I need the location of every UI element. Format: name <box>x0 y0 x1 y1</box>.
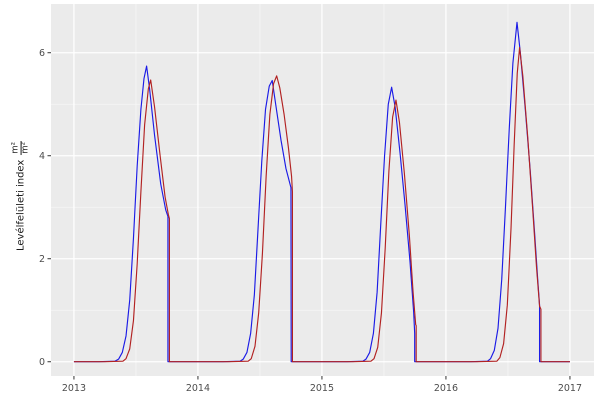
x-tick-label: 2017 <box>558 383 582 394</box>
x-tick-label: 2013 <box>62 383 86 394</box>
y-axis-unit-denominator: m² <box>20 141 31 154</box>
x-tick-label: 2015 <box>310 383 334 394</box>
y-tick-label: 2 <box>39 254 45 265</box>
y-axis-label: Levélfelületi index m² m² <box>11 140 31 252</box>
y-axis-unit-fraction: m² m² <box>11 140 31 155</box>
y-tick-label: 4 <box>39 151 45 162</box>
x-tick-label: 2016 <box>434 383 458 394</box>
y-axis-label-text: Levélfelületi index <box>15 159 27 252</box>
y-tick-label: 0 <box>39 357 45 368</box>
y-tick-label: 6 <box>39 48 45 59</box>
x-tick-label: 2014 <box>186 383 210 394</box>
data-line-red-series <box>73 46 570 363</box>
